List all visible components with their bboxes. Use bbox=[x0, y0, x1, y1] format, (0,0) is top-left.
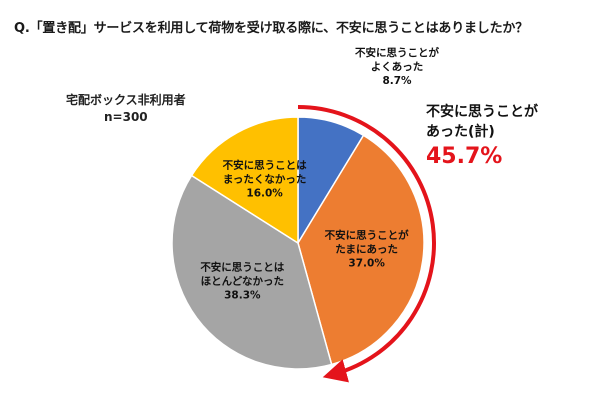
slice-never bbox=[190, 116, 299, 245]
slice-never-label-line1: 不安に思うことは bbox=[223, 158, 307, 171]
slice-sometimes-label-value: 37.0% bbox=[348, 258, 385, 270]
respondent-group: 宅配ボックス非利用者 bbox=[66, 93, 186, 107]
slice-rarely-label-line2: ほとんどなかった bbox=[201, 274, 284, 287]
slice-never-label-line2: まったくなかった bbox=[223, 173, 307, 185]
respondent-info: 宅配ボックス非利用者 n=300 bbox=[66, 92, 186, 126]
slice-sometimes-label-line1: 不安に思うことが bbox=[325, 229, 409, 242]
pie-slices bbox=[171, 116, 425, 370]
question-title: Q.「置き配」サービスを利用して荷物を受け取る際に、不安に思うことはありましたか… bbox=[14, 21, 529, 36]
slice-labels: 不安に思うことがよくあった8.7%不安に思うことがたまにあった37.0%不安に思… bbox=[200, 46, 439, 301]
slice-rarely bbox=[171, 174, 333, 370]
slice-never-label-value: 16.0% bbox=[246, 187, 283, 199]
slice-often-label-value: 8.7% bbox=[382, 75, 412, 87]
slice-sometimes bbox=[297, 134, 425, 366]
slice-rarely-label-line1: 不安に思うことは bbox=[200, 260, 284, 273]
slice-rarely-label-value: 38.3% bbox=[224, 289, 261, 301]
callout: 不安に思うことが あった(計) 45.7% bbox=[426, 102, 538, 172]
callout-line1: 不安に思うことが bbox=[426, 104, 538, 120]
slice-often-label-line2: よくあった bbox=[371, 60, 424, 73]
callout-value: 45.7% bbox=[426, 144, 503, 169]
highlight-arc-arrow bbox=[297, 105, 436, 383]
slice-often-label-line1: 不安に思うことが bbox=[355, 46, 439, 59]
sample-size: n=300 bbox=[104, 110, 148, 124]
callout-line2: あった(計) bbox=[426, 124, 495, 140]
slice-sometimes-label-line2: たまにあった bbox=[335, 243, 398, 256]
